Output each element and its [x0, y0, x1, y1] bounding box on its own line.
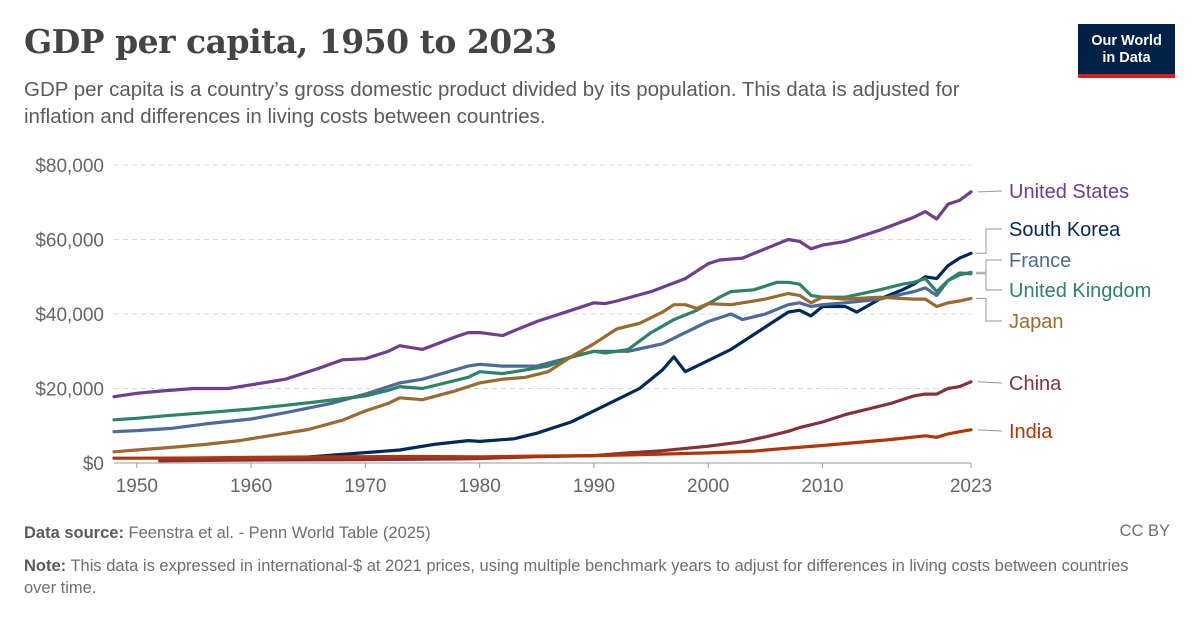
label-connector — [977, 381, 1003, 384]
source-label: Data source: — [24, 524, 124, 542]
gridlines — [114, 164, 971, 389]
series-label-group-japan: Japan — [976, 297, 1064, 333]
series-label-united-kingdom: United Kingdom — [1009, 280, 1151, 302]
data-source: Data source: Feenstra et al. - Penn Worl… — [24, 522, 431, 544]
series-label-france: France — [1009, 250, 1071, 272]
series-label-group-united-kingdom: United Kingdom — [976, 273, 1151, 302]
series-label-group-south-korea: South Korea — [976, 219, 1121, 254]
license[interactable]: CC BY — [1119, 522, 1170, 540]
series-label-group-india: India — [977, 421, 1053, 443]
series-line-japan — [112, 291, 973, 454]
series-line-india — [112, 428, 973, 460]
series-line-united-kingdom — [112, 271, 973, 422]
x-tick-label: 2010 — [801, 476, 843, 497]
series-line-france — [112, 270, 973, 434]
label-connector — [977, 190, 1003, 193]
label-connector — [976, 259, 1002, 273]
chart-subtitle: GDP per capita is a country’s gross dome… — [24, 78, 960, 128]
x-axis: 1950 1960 1970 1980 1990 2000 2010 2023 — [114, 462, 992, 497]
logo-line-1: Our World — [1091, 33, 1162, 49]
x-tick-label: 1950 — [116, 476, 158, 497]
y-tick-label: $20,000 — [35, 380, 104, 401]
y-tick-label: $80,000 — [35, 156, 104, 177]
note-text: This data is expressed in international-… — [24, 557, 1129, 597]
series-label-group-france: France — [976, 250, 1071, 273]
y-axis-ticks: $0 $20,000 $40,000 $60,000 $80,000 — [35, 156, 104, 475]
series-label-china: China — [1009, 373, 1062, 395]
y-tick-label: $60,000 — [35, 231, 104, 252]
logo-line-2: in Data — [1102, 50, 1151, 66]
note-label: Note: — [24, 557, 67, 575]
series-label-group-china: China — [977, 373, 1062, 395]
x-tick-label: 2000 — [687, 476, 729, 497]
x-tick-label: 1980 — [459, 476, 501, 497]
chart-note: Note: This data is expressed in internat… — [24, 555, 1154, 599]
source-text[interactable]: Feenstra et al. - Penn World Table (2025… — [128, 524, 431, 542]
y-tick-label: $40,000 — [35, 305, 104, 326]
label-connector — [976, 273, 1002, 291]
series-labels: United States South Korea France United Kin… — [976, 181, 1151, 443]
series-label-south-korea: South Korea — [1009, 219, 1121, 241]
label-connector — [977, 429, 1003, 432]
x-tick-label: 2023 — [950, 476, 992, 497]
owid-logo[interactable]: Our World in Data — [1078, 24, 1175, 78]
series-line-united-states — [112, 190, 973, 399]
x-tick-label: 1970 — [344, 476, 386, 497]
x-tick-label: 1990 — [573, 476, 615, 497]
series-label-united-states: United States — [1009, 181, 1129, 203]
series-label-india: India — [1009, 421, 1053, 443]
series-label-group-united-states: United States — [977, 181, 1129, 203]
chart-title: GDP per capita, 1950 to 2023 — [24, 22, 557, 61]
series-line-china — [158, 380, 973, 463]
x-tick-label: 1960 — [230, 476, 272, 497]
label-connector — [976, 297, 1002, 322]
series-line-south-korea — [169, 251, 973, 461]
series-label-japan: Japan — [1009, 311, 1064, 333]
label-connector — [976, 228, 1002, 254]
series-lines — [112, 190, 973, 463]
y-tick-label: $0 — [83, 454, 104, 475]
